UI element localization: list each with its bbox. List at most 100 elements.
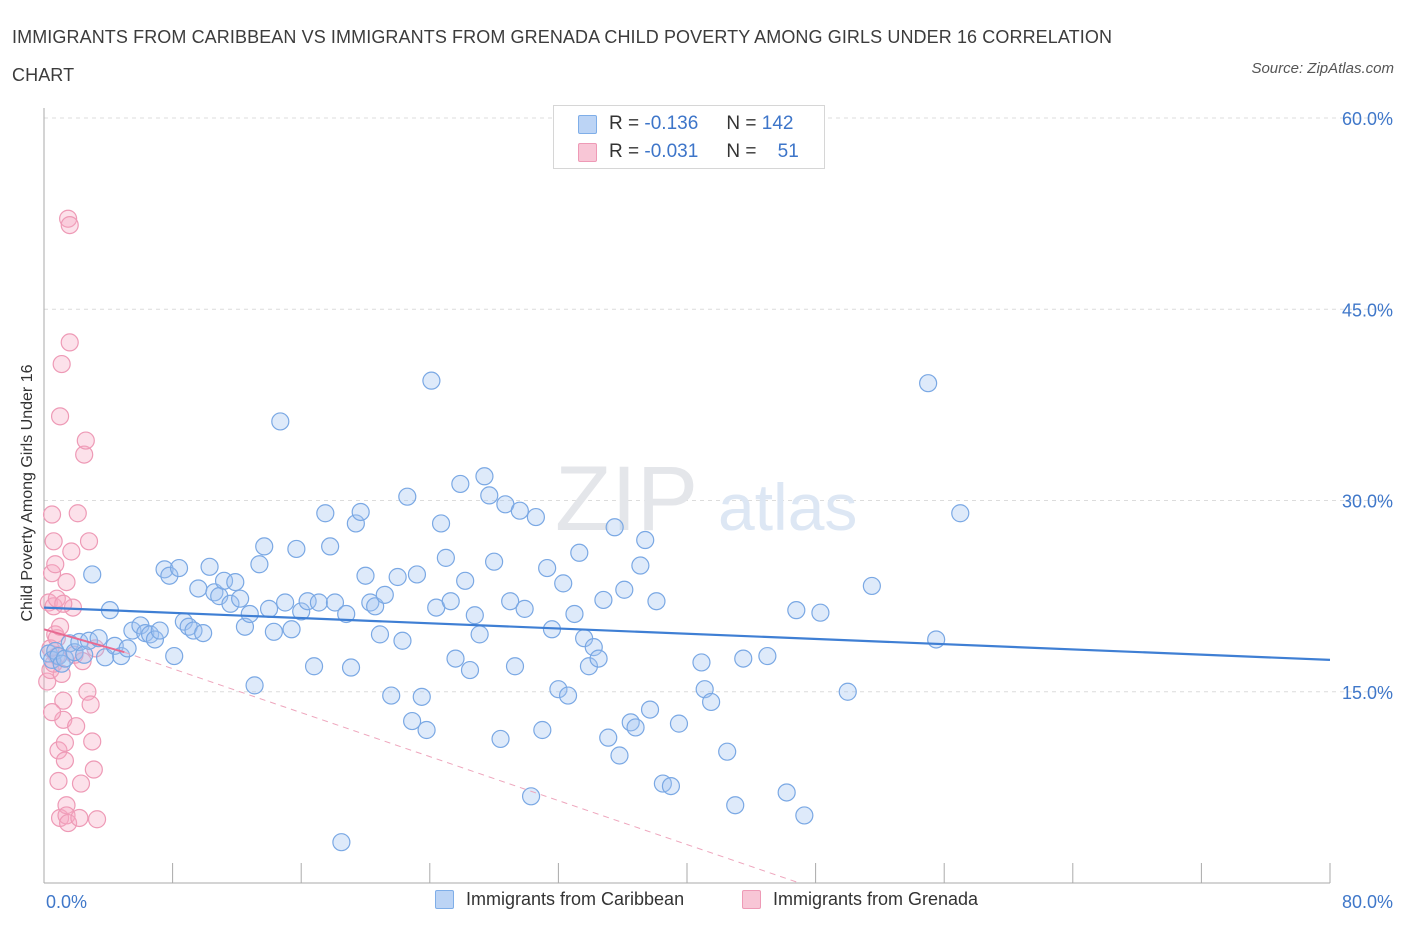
point-caribbean	[758, 646, 777, 666]
point-caribbean	[526, 507, 545, 527]
r-label: R =	[609, 113, 640, 134]
y-axis-label: Child Poverty Among Girls Under 16	[19, 364, 36, 622]
point-caribbean	[407, 565, 427, 584]
stats-box: R = -0.136 N = 142 R = -0.031 N = 51	[553, 105, 825, 169]
point-caribbean	[341, 658, 361, 677]
point-caribbean	[382, 686, 401, 705]
point-caribbean	[610, 746, 629, 765]
point-caribbean	[787, 601, 806, 620]
point-grenada	[50, 617, 70, 636]
legend-item-caribbean[interactable]: Immigrants from Caribbean	[435, 889, 684, 910]
series-caribbean-points	[39, 371, 970, 852]
point-caribbean	[626, 718, 645, 737]
point-grenada	[79, 532, 99, 551]
point-grenada	[50, 407, 70, 426]
point-caribbean	[200, 557, 219, 576]
point-grenada	[59, 209, 78, 228]
point-caribbean	[393, 631, 412, 650]
trend-line-caribbean	[43, 606, 1331, 661]
point-caribbean	[441, 592, 460, 611]
point-caribbean	[726, 796, 745, 815]
point-caribbean	[165, 646, 184, 666]
point-caribbean	[160, 566, 179, 585]
series-grenada-points	[38, 209, 107, 833]
point-caribbean	[485, 552, 504, 571]
point-caribbean	[470, 625, 489, 644]
point-caribbean	[465, 606, 484, 625]
point-caribbean	[480, 486, 499, 505]
point-grenada	[55, 751, 74, 770]
point-caribbean	[118, 639, 137, 658]
point-caribbean	[615, 580, 634, 599]
point-caribbean	[570, 543, 589, 562]
trend-line-grenada	[43, 628, 125, 654]
r-value-caribbean: -0.136	[644, 113, 699, 134]
point-caribbean	[692, 653, 711, 672]
point-caribbean	[83, 565, 102, 584]
stats-row-caribbean: R = -0.136 N = 142	[578, 111, 793, 137]
point-caribbean	[240, 604, 259, 624]
point-caribbean	[501, 592, 520, 611]
point-caribbean	[565, 604, 584, 624]
point-caribbean	[505, 657, 525, 676]
point-caribbean	[661, 776, 681, 796]
point-grenada	[52, 354, 71, 374]
y-tick-label-15: 15.0%	[1342, 683, 1393, 703]
point-grenada	[83, 732, 102, 751]
point-caribbean	[702, 692, 721, 712]
point-caribbean	[558, 686, 578, 705]
point-caribbean	[356, 566, 375, 585]
point-caribbean	[669, 714, 689, 733]
point-caribbean	[276, 593, 295, 612]
legend-item-grenada[interactable]: Immigrants from Grenada	[742, 889, 978, 910]
point-caribbean	[862, 576, 881, 596]
point-caribbean	[221, 594, 240, 613]
n-label: N =	[726, 141, 757, 162]
y-tick-label-45: 45.0%	[1342, 300, 1393, 320]
point-caribbean	[417, 720, 436, 740]
point-caribbean	[398, 487, 417, 506]
point-caribbean	[460, 660, 480, 680]
source-credit: Source: ZipAtlas.com	[1251, 60, 1394, 77]
point-caribbean	[584, 638, 603, 657]
point-caribbean	[475, 467, 494, 486]
point-grenada	[54, 691, 73, 710]
point-caribbean	[718, 742, 737, 761]
point-caribbean	[304, 657, 324, 676]
legend-label-caribbean: Immigrants from Caribbean	[466, 889, 685, 909]
n-value-grenada: 51	[777, 141, 799, 162]
point-caribbean	[169, 558, 189, 578]
trend-line-grenada-extension	[124, 651, 800, 884]
point-grenada	[59, 813, 78, 833]
point-grenada	[42, 703, 62, 722]
point-grenada	[38, 672, 57, 691]
point-caribbean	[351, 502, 370, 522]
chart-title: IMMIGRANTS FROM CARIBBEAN VS IMMIGRANTS …	[12, 27, 1113, 85]
point-caribbean	[640, 700, 660, 719]
point-grenada	[49, 771, 68, 791]
point-caribbean	[811, 603, 830, 622]
point-caribbean	[189, 579, 208, 598]
point-grenada	[42, 505, 62, 524]
point-caribbean	[594, 590, 613, 610]
point-caribbean	[579, 657, 599, 676]
point-caribbean	[282, 620, 301, 639]
point-caribbean	[388, 567, 407, 587]
legend: Immigrants from Caribbean Immigrants fro…	[0, 889, 1406, 915]
point-caribbean	[605, 518, 624, 537]
point-caribbean	[631, 556, 650, 575]
point-grenada	[57, 796, 76, 815]
point-caribbean	[446, 649, 465, 668]
point-caribbean	[491, 729, 510, 749]
point-grenada	[70, 808, 89, 828]
point-caribbean	[533, 720, 552, 740]
point-caribbean	[194, 623, 213, 643]
point-caribbean	[316, 504, 335, 523]
tick-labels: 15.0% 30.0% 45.0% 60.0% 0.0% 80.0%	[46, 109, 1393, 912]
point-caribbean	[515, 599, 534, 618]
point-caribbean	[271, 412, 290, 431]
point-caribbean	[636, 530, 655, 550]
point-caribbean	[375, 585, 394, 604]
r-value-grenada: -0.031	[644, 141, 699, 162]
point-grenada	[76, 431, 95, 450]
